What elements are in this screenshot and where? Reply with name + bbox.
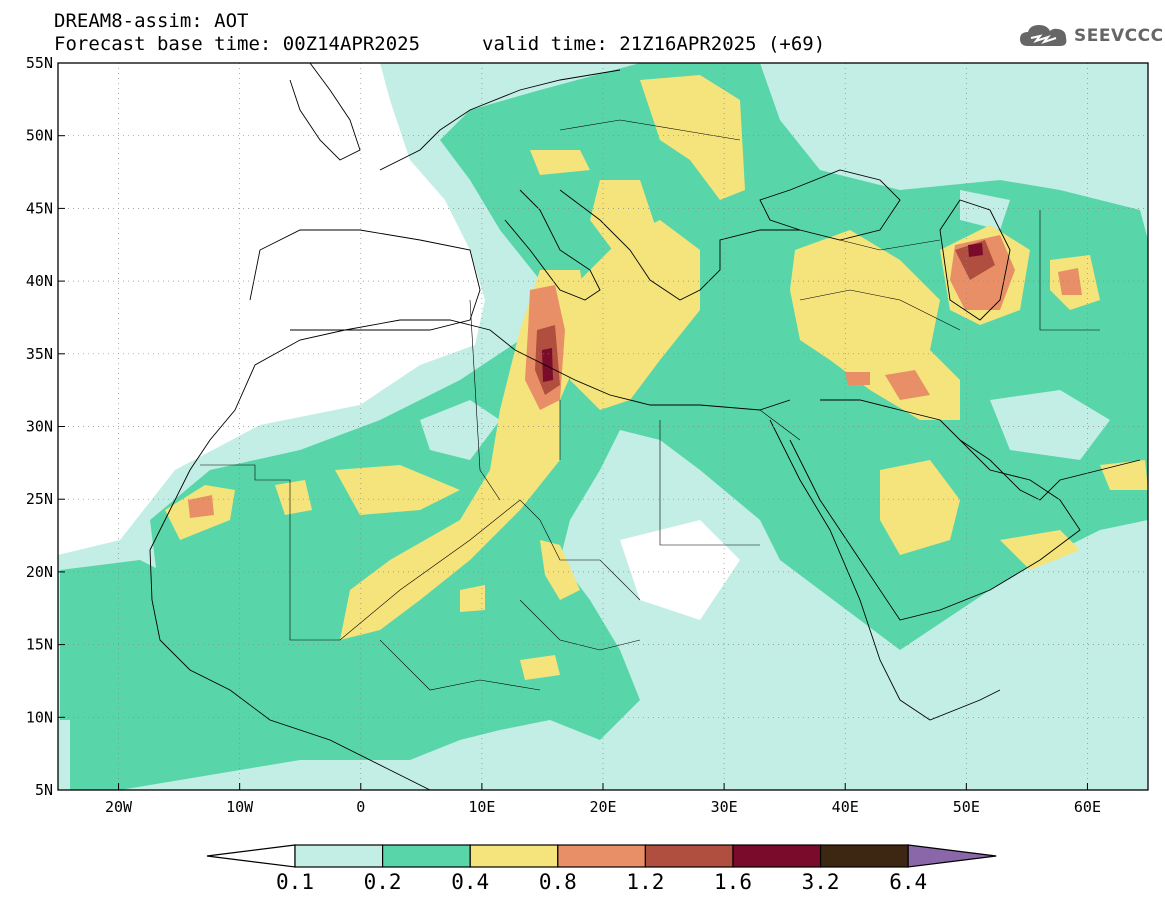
colorbar-label: 0.4 xyxy=(451,870,489,894)
colorbar-swatch xyxy=(644,844,734,868)
lon-tick-label: 50E xyxy=(953,798,980,816)
lon-tick-label: 20E xyxy=(589,798,616,816)
lon-tick-label: 10W xyxy=(226,798,254,816)
colorbar-label: 0.2 xyxy=(364,870,402,894)
lon-tick-label: 30E xyxy=(711,798,738,816)
colorbar-swatch xyxy=(469,844,559,868)
borders xyxy=(200,119,1100,691)
colorbar-label: 0.8 xyxy=(539,870,577,894)
map-title: DREAM8-assim: AOT xyxy=(54,10,249,32)
coast-west-africa xyxy=(149,549,431,790)
coast-balkans xyxy=(559,189,800,301)
lat-tick-label: 5N xyxy=(35,781,53,799)
colorbar-swatch xyxy=(294,844,384,868)
colorbar-under-triangle xyxy=(206,844,296,868)
logo-text: SEEVCCC xyxy=(1074,26,1164,46)
coast-north-africa xyxy=(149,319,791,551)
colorbar-swatch xyxy=(732,844,822,868)
lat-tick-label: 45N xyxy=(26,199,53,217)
lat-tick-label: 50N xyxy=(26,127,53,145)
lat-tick-label: 40N xyxy=(26,272,53,290)
coast-red-sea xyxy=(769,419,901,701)
coast-horn-africa xyxy=(899,689,1001,721)
lon-tick-label: 0 xyxy=(356,798,365,816)
forecast-base-time: Forecast base time: 00Z14APR2025 xyxy=(54,33,421,55)
lat-axis: 55N 50N 45N 40N 35N 30N 25N 20N 15N 10N 5N xyxy=(26,54,65,799)
cloud-icon xyxy=(1020,25,1067,46)
colorbar-swatch xyxy=(819,844,909,868)
lat-tick-label: 15N xyxy=(26,636,53,654)
coast-italy xyxy=(504,189,601,301)
lat-tick-label: 10N xyxy=(26,708,53,726)
colorbar-swatch xyxy=(382,844,471,868)
coast-britain xyxy=(289,63,361,161)
colorbar-label: 0.1 xyxy=(276,870,314,894)
colorbar: 0.1 0.2 0.4 0.8 1.2 1.6 3.2 6.4 xyxy=(206,844,997,894)
lat-tick-label: 25N xyxy=(26,490,53,508)
colorbar-label: 1.2 xyxy=(626,870,664,894)
lat-tick-label: 55N xyxy=(26,54,53,72)
colorbar-label: 1.6 xyxy=(714,870,752,894)
lon-axis: 20W 10W 0 10E 20E 30E 40E 50E 60E xyxy=(105,783,1101,816)
colorbar-label: 3.2 xyxy=(802,870,840,894)
coast-arabia xyxy=(789,399,1081,621)
lat-tick-label: 20N xyxy=(26,563,53,581)
valid-time: valid time: 21Z16APR2025 (+69) xyxy=(482,33,826,55)
graticule xyxy=(58,63,1148,790)
lon-tick-label: 60E xyxy=(1074,798,1101,816)
coastlines xyxy=(149,63,1141,790)
lat-tick-label: 35N xyxy=(26,345,53,363)
colorbar-label: 6.4 xyxy=(889,870,927,894)
coast-europe-north xyxy=(379,69,621,171)
lat-tick-label: 30N xyxy=(26,418,53,436)
colorbar-over-triangle xyxy=(907,844,997,868)
coast-black-sea xyxy=(759,169,901,241)
aot-level-1.6 xyxy=(542,348,553,382)
seevccc-logo: SEEVCCC xyxy=(1018,22,1164,50)
coast-iberia xyxy=(249,229,481,331)
lon-tick-label: 20W xyxy=(105,798,133,816)
coast-persian-gulf xyxy=(959,439,1141,501)
lon-tick-label: 10E xyxy=(468,798,495,816)
coast-caspian xyxy=(939,199,1011,321)
colorbar-swatch xyxy=(557,844,646,868)
lon-tick-label: 40E xyxy=(832,798,859,816)
